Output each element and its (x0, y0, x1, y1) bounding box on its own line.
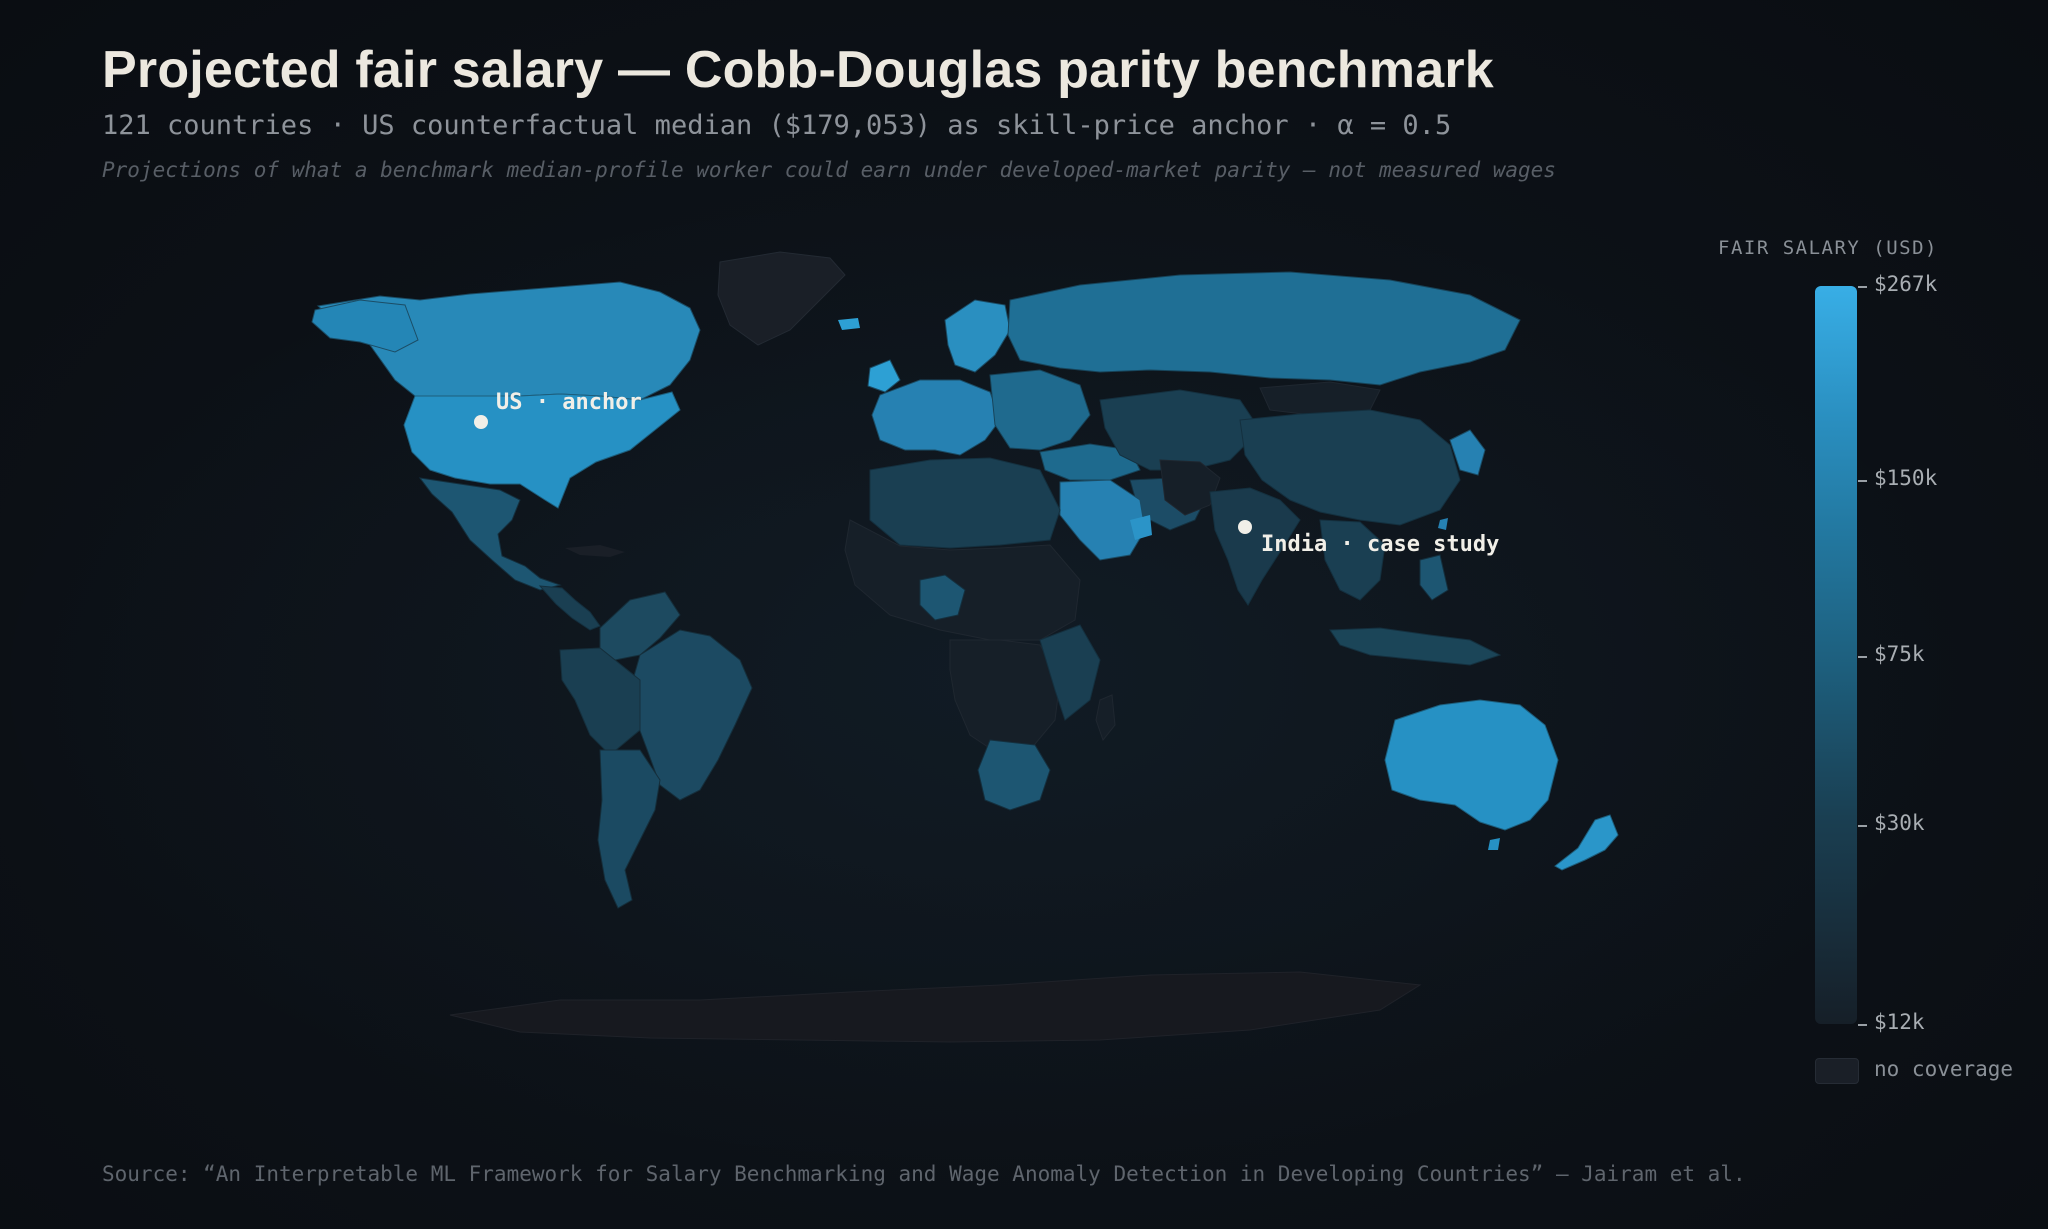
region-gulf-states (1130, 515, 1152, 540)
region-peru-bolivia (559, 647, 641, 756)
region-west-africa (919, 574, 966, 621)
legend-tick (1858, 1024, 1867, 1026)
legend-color-bar (1815, 286, 1857, 1024)
no-coverage-swatch (1815, 1058, 1859, 1084)
region-madagascar (1095, 694, 1116, 742)
source-citation: Source: “An Interpretable ML Framework f… (102, 1162, 1746, 1186)
region-philippines (1419, 554, 1449, 601)
region-east-africa (1039, 624, 1101, 721)
region-central-america (538, 585, 601, 631)
legend-tick (1858, 286, 1867, 288)
legend-tick (1858, 825, 1867, 827)
us-marker-label: US · anchor (496, 390, 642, 415)
region-usa (403, 391, 681, 509)
region-korea-japan (1449, 429, 1486, 476)
region-iceland (838, 318, 860, 330)
no-coverage-label: no coverage (1874, 1057, 2014, 1081)
india-marker-dot (1238, 520, 1252, 534)
region-southern-africa (977, 739, 1051, 811)
legend-tick-label: $30k (1874, 811, 1925, 835)
region-antarctica (449, 971, 1422, 1043)
region-canada (316, 281, 701, 401)
region-cuba (565, 545, 625, 557)
projection-note: Projections of what a benchmark median-p… (102, 158, 1556, 182)
region-alaska (311, 299, 419, 353)
region-sahel (844, 519, 1081, 641)
region-iran-central-asia (1099, 389, 1261, 471)
region-china (1239, 409, 1461, 526)
region-north-africa (869, 457, 1061, 549)
region-scandinavia (944, 299, 1011, 373)
region-argentina-chile (597, 749, 661, 909)
page-title: Projected fair salary — Cobb-Douglas par… (102, 41, 1494, 99)
page-subtitle: 121 countries · US counterfactual median… (102, 110, 1452, 141)
region-taiwan (1438, 518, 1448, 530)
region-indonesia (1329, 627, 1502, 666)
legend-tick-label: $150k (1874, 466, 1938, 490)
region-india (1209, 487, 1301, 606)
legend-tick-label: $267k (1874, 272, 1938, 296)
region-russia (1007, 271, 1521, 386)
legend-tick-label: $12k (1874, 1010, 1925, 1034)
region-saudi-arabia (1059, 479, 1146, 561)
legend-tick-label: $75k (1874, 642, 1925, 666)
region-turkey-caucasus (1039, 443, 1141, 481)
region-greenland (717, 251, 846, 346)
region-southeast-asia (1319, 519, 1386, 601)
region-eastern-europe (989, 369, 1091, 451)
india-marker-label: India · case study (1261, 532, 1500, 557)
legend-title: FAIR SALARY (USD) (1718, 237, 1938, 259)
region-western-europe (871, 379, 1001, 456)
region-pakistan-afghanistan (1159, 459, 1221, 516)
us-marker-dot (474, 415, 488, 429)
region-new-zealand (1554, 814, 1619, 871)
region-tasmania (1488, 838, 1500, 850)
legend-tick (1858, 656, 1867, 658)
legend-tick (1858, 480, 1867, 482)
region-australia (1384, 699, 1559, 831)
region-uk-ireland (867, 359, 901, 393)
region-mexico (418, 477, 562, 591)
